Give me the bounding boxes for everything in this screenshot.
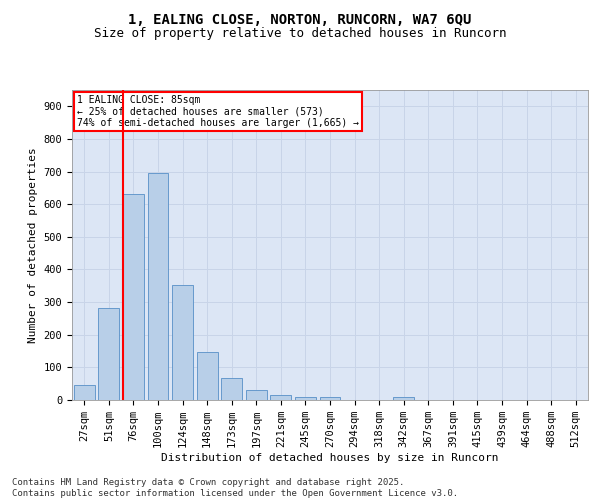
X-axis label: Distribution of detached houses by size in Runcorn: Distribution of detached houses by size …: [161, 453, 499, 463]
Bar: [320, 398, 340, 400]
Bar: [98, 308, 119, 400]
Text: 1 EALING CLOSE: 85sqm
← 25% of detached houses are smaller (573)
74% of semi-det: 1 EALING CLOSE: 85sqm ← 25% of detached …: [77, 94, 359, 128]
Bar: [271, 395, 292, 400]
Bar: [148, 172, 169, 400]
Bar: [295, 396, 316, 400]
Text: Contains HM Land Registry data © Crown copyright and database right 2025.
Contai: Contains HM Land Registry data © Crown c…: [12, 478, 458, 498]
Bar: [172, 285, 193, 400]
Bar: [393, 398, 414, 400]
Bar: [74, 384, 95, 400]
Bar: [246, 390, 267, 400]
Bar: [123, 194, 144, 400]
Bar: [197, 352, 218, 400]
Y-axis label: Number of detached properties: Number of detached properties: [28, 147, 38, 343]
Text: 1, EALING CLOSE, NORTON, RUNCORN, WA7 6QU: 1, EALING CLOSE, NORTON, RUNCORN, WA7 6Q…: [128, 12, 472, 26]
Text: Size of property relative to detached houses in Runcorn: Size of property relative to detached ho…: [94, 28, 506, 40]
Bar: [221, 378, 242, 400]
